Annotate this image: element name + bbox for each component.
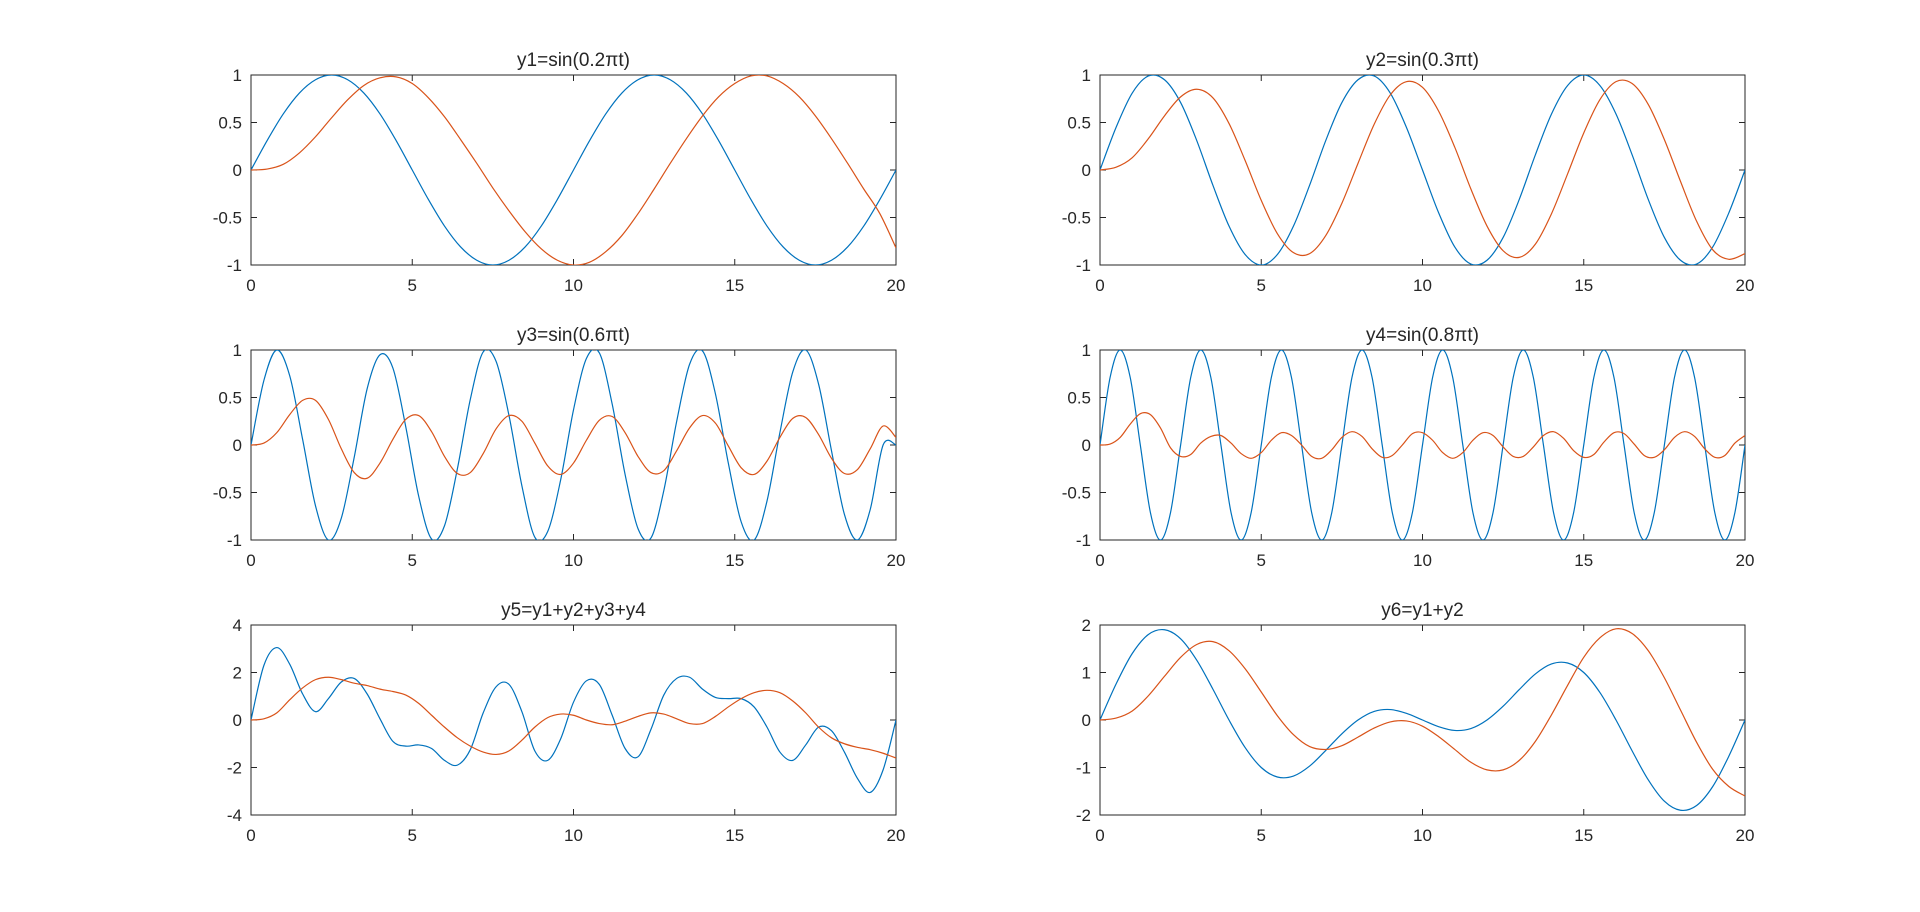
subplot-2-y-tick-label: -0.5 xyxy=(1062,209,1091,228)
subplot-2-title: y2=sin(0.3πt) xyxy=(1366,50,1479,71)
subplot-6-title: y6=y1+y2 xyxy=(1381,600,1463,621)
subplot-1-y-tick-label: -0.5 xyxy=(213,209,242,228)
subplot-4-y-tick-label: -1 xyxy=(1076,531,1091,550)
subplot-3-x-tick-label: 15 xyxy=(725,551,744,570)
subplot-6-x-tick-label: 10 xyxy=(1413,826,1432,845)
subplot-5-x-tick-label: 20 xyxy=(887,826,906,845)
subplot-1-x-tick-label: 5 xyxy=(408,276,417,295)
subplot-2-y-tick-label: -1 xyxy=(1076,256,1091,275)
subplot-6-y-tick-label: -1 xyxy=(1076,759,1091,778)
subplot-1-y-tick-label: 1 xyxy=(233,66,242,85)
subplot-4-series-2-line xyxy=(1100,412,1745,460)
subplot-1-y-tick-label: 0 xyxy=(233,161,242,180)
subplot-4-y-tick-label: 0 xyxy=(1082,436,1091,455)
subplot-1-title: y1=sin(0.2πt) xyxy=(517,50,630,71)
subplot-3-series-2-line xyxy=(251,397,896,480)
subplot-3-axes-box xyxy=(250,349,897,541)
subplot-6-y-tick-label: 1 xyxy=(1082,664,1091,683)
subplot-4-x-tick-label: 10 xyxy=(1413,551,1432,570)
subplot-1-y-tick-label: -1 xyxy=(227,256,242,275)
subplot-4-y-tick-label: -0.5 xyxy=(1062,484,1091,503)
subplot-2-y-tick-label: 0 xyxy=(1082,161,1091,180)
subplot-3-x-tick-label: 20 xyxy=(887,551,906,570)
subplot-5-y-tick-label: 0 xyxy=(233,711,242,730)
subplot-5-x-tick-label: 5 xyxy=(408,826,417,845)
subplot-5-title: y5=y1+y2+y3+y4 xyxy=(501,600,646,621)
subplot-6-y-tick-label: -2 xyxy=(1076,806,1091,825)
subplot-5-axes-box xyxy=(250,624,897,816)
subplot-3-x-tick-label: 10 xyxy=(564,551,583,570)
subplot-1-x-tick-label: 0 xyxy=(246,276,255,295)
subplot-3-x-tick-label: 0 xyxy=(246,551,255,570)
subplot-3-y-tick-label: -1 xyxy=(227,531,242,550)
subplot-4-x-tick-label: 15 xyxy=(1574,551,1593,570)
subplot-2-x-tick-label: 5 xyxy=(1257,276,1266,295)
subplot-4: 0 5 10 15 20 -1 -0.5 0 0.5 1 y4=sin(0.8πt) xyxy=(1062,325,1755,570)
subplot-5-y-tick-label: -4 xyxy=(227,806,242,825)
subplot-6-x-tick-label: 15 xyxy=(1574,826,1593,845)
subplot-5-y-tick-label: -2 xyxy=(227,759,242,778)
subplot-2-x-tick-label: 20 xyxy=(1736,276,1755,295)
subplot-2-series-1-line xyxy=(1100,75,1745,265)
subplot-4-title: y4=sin(0.8πt) xyxy=(1366,325,1479,346)
subplot-3-x-tick-label: 5 xyxy=(408,551,417,570)
subplot-3-series-1-line xyxy=(251,350,896,540)
subplot-2-x-tick-label: 0 xyxy=(1095,276,1104,295)
subplot-5-x-tick-label: 10 xyxy=(564,826,583,845)
subplot-6-series-2-line xyxy=(1100,628,1745,797)
subplot-6: 0 5 10 15 20 -2 -1 0 1 2 y6=y1+y2 xyxy=(1076,600,1755,845)
subplot-4-x-tick-label: 5 xyxy=(1257,551,1266,570)
subplot-2-y-tick-label: 1 xyxy=(1082,66,1091,85)
subplot-3-y-tick-label: 0 xyxy=(233,436,242,455)
subplot-3-y-tick-label: 0.5 xyxy=(218,389,242,408)
subplot-4-x-tick-label: 20 xyxy=(1736,551,1755,570)
subplot-1-x-tick-label: 20 xyxy=(887,276,906,295)
subplot-5-series-1-line xyxy=(251,646,896,794)
subplot-5-series-2-line xyxy=(251,676,896,759)
subplot-3: 0 5 10 15 20 -1 -0.5 0 0.5 1 y3=sin(0.6πt) xyxy=(213,325,906,570)
subplot-4-x-tick-label: 0 xyxy=(1095,551,1104,570)
subplot-5: 0 5 10 15 20 -4 -2 0 2 4 y5=y1+y2+y3+y4 xyxy=(227,600,906,845)
subplot-6-x-tick-label: 0 xyxy=(1095,826,1104,845)
subplot-4-y-tick-label: 1 xyxy=(1082,341,1091,360)
subplot-1-y-tick-label: 0.5 xyxy=(218,114,242,133)
subplot-6-y-tick-label: 2 xyxy=(1082,616,1091,635)
subplot-5-x-tick-label: 0 xyxy=(246,826,255,845)
subplot-2-series-2-line xyxy=(1100,79,1745,260)
subplot-6-y-tick-label: 0 xyxy=(1082,711,1091,730)
subplot-6-x-tick-label: 5 xyxy=(1257,826,1266,845)
subplot-1-x-tick-label: 10 xyxy=(564,276,583,295)
subplot-3-y-tick-label: 1 xyxy=(233,341,242,360)
subplot-6-series-1-line xyxy=(1100,628,1745,812)
subplot-3-y-tick-label: -0.5 xyxy=(213,484,242,503)
subplot-6-x-tick-label: 20 xyxy=(1736,826,1755,845)
subplot-1-x-tick-label: 15 xyxy=(725,276,744,295)
subplot-2-x-tick-label: 15 xyxy=(1574,276,1593,295)
subplot-4-y-tick-label: 0.5 xyxy=(1067,389,1091,408)
subplot-2-y-tick-label: 0.5 xyxy=(1067,114,1091,133)
subplot-3-title: y3=sin(0.6πt) xyxy=(517,325,630,346)
subplot-2-x-tick-label: 10 xyxy=(1413,276,1432,295)
subplot-5-y-tick-label: 2 xyxy=(233,664,242,683)
subplot-4-series-1-line xyxy=(1100,350,1745,540)
subplot-1: 0 5 10 15 20 -1 -0.5 0 0.5 1 y1=sin(0.2πt) xyxy=(213,50,906,295)
subplot-5-x-tick-label: 15 xyxy=(725,826,744,845)
subplot-2: 0 5 10 15 20 -1 -0.5 0 0.5 1 y2=sin(0.3πt) xyxy=(1062,50,1755,295)
subplot-1-series-2-line xyxy=(251,75,896,265)
subplot-5-y-tick-label: 4 xyxy=(233,616,242,635)
